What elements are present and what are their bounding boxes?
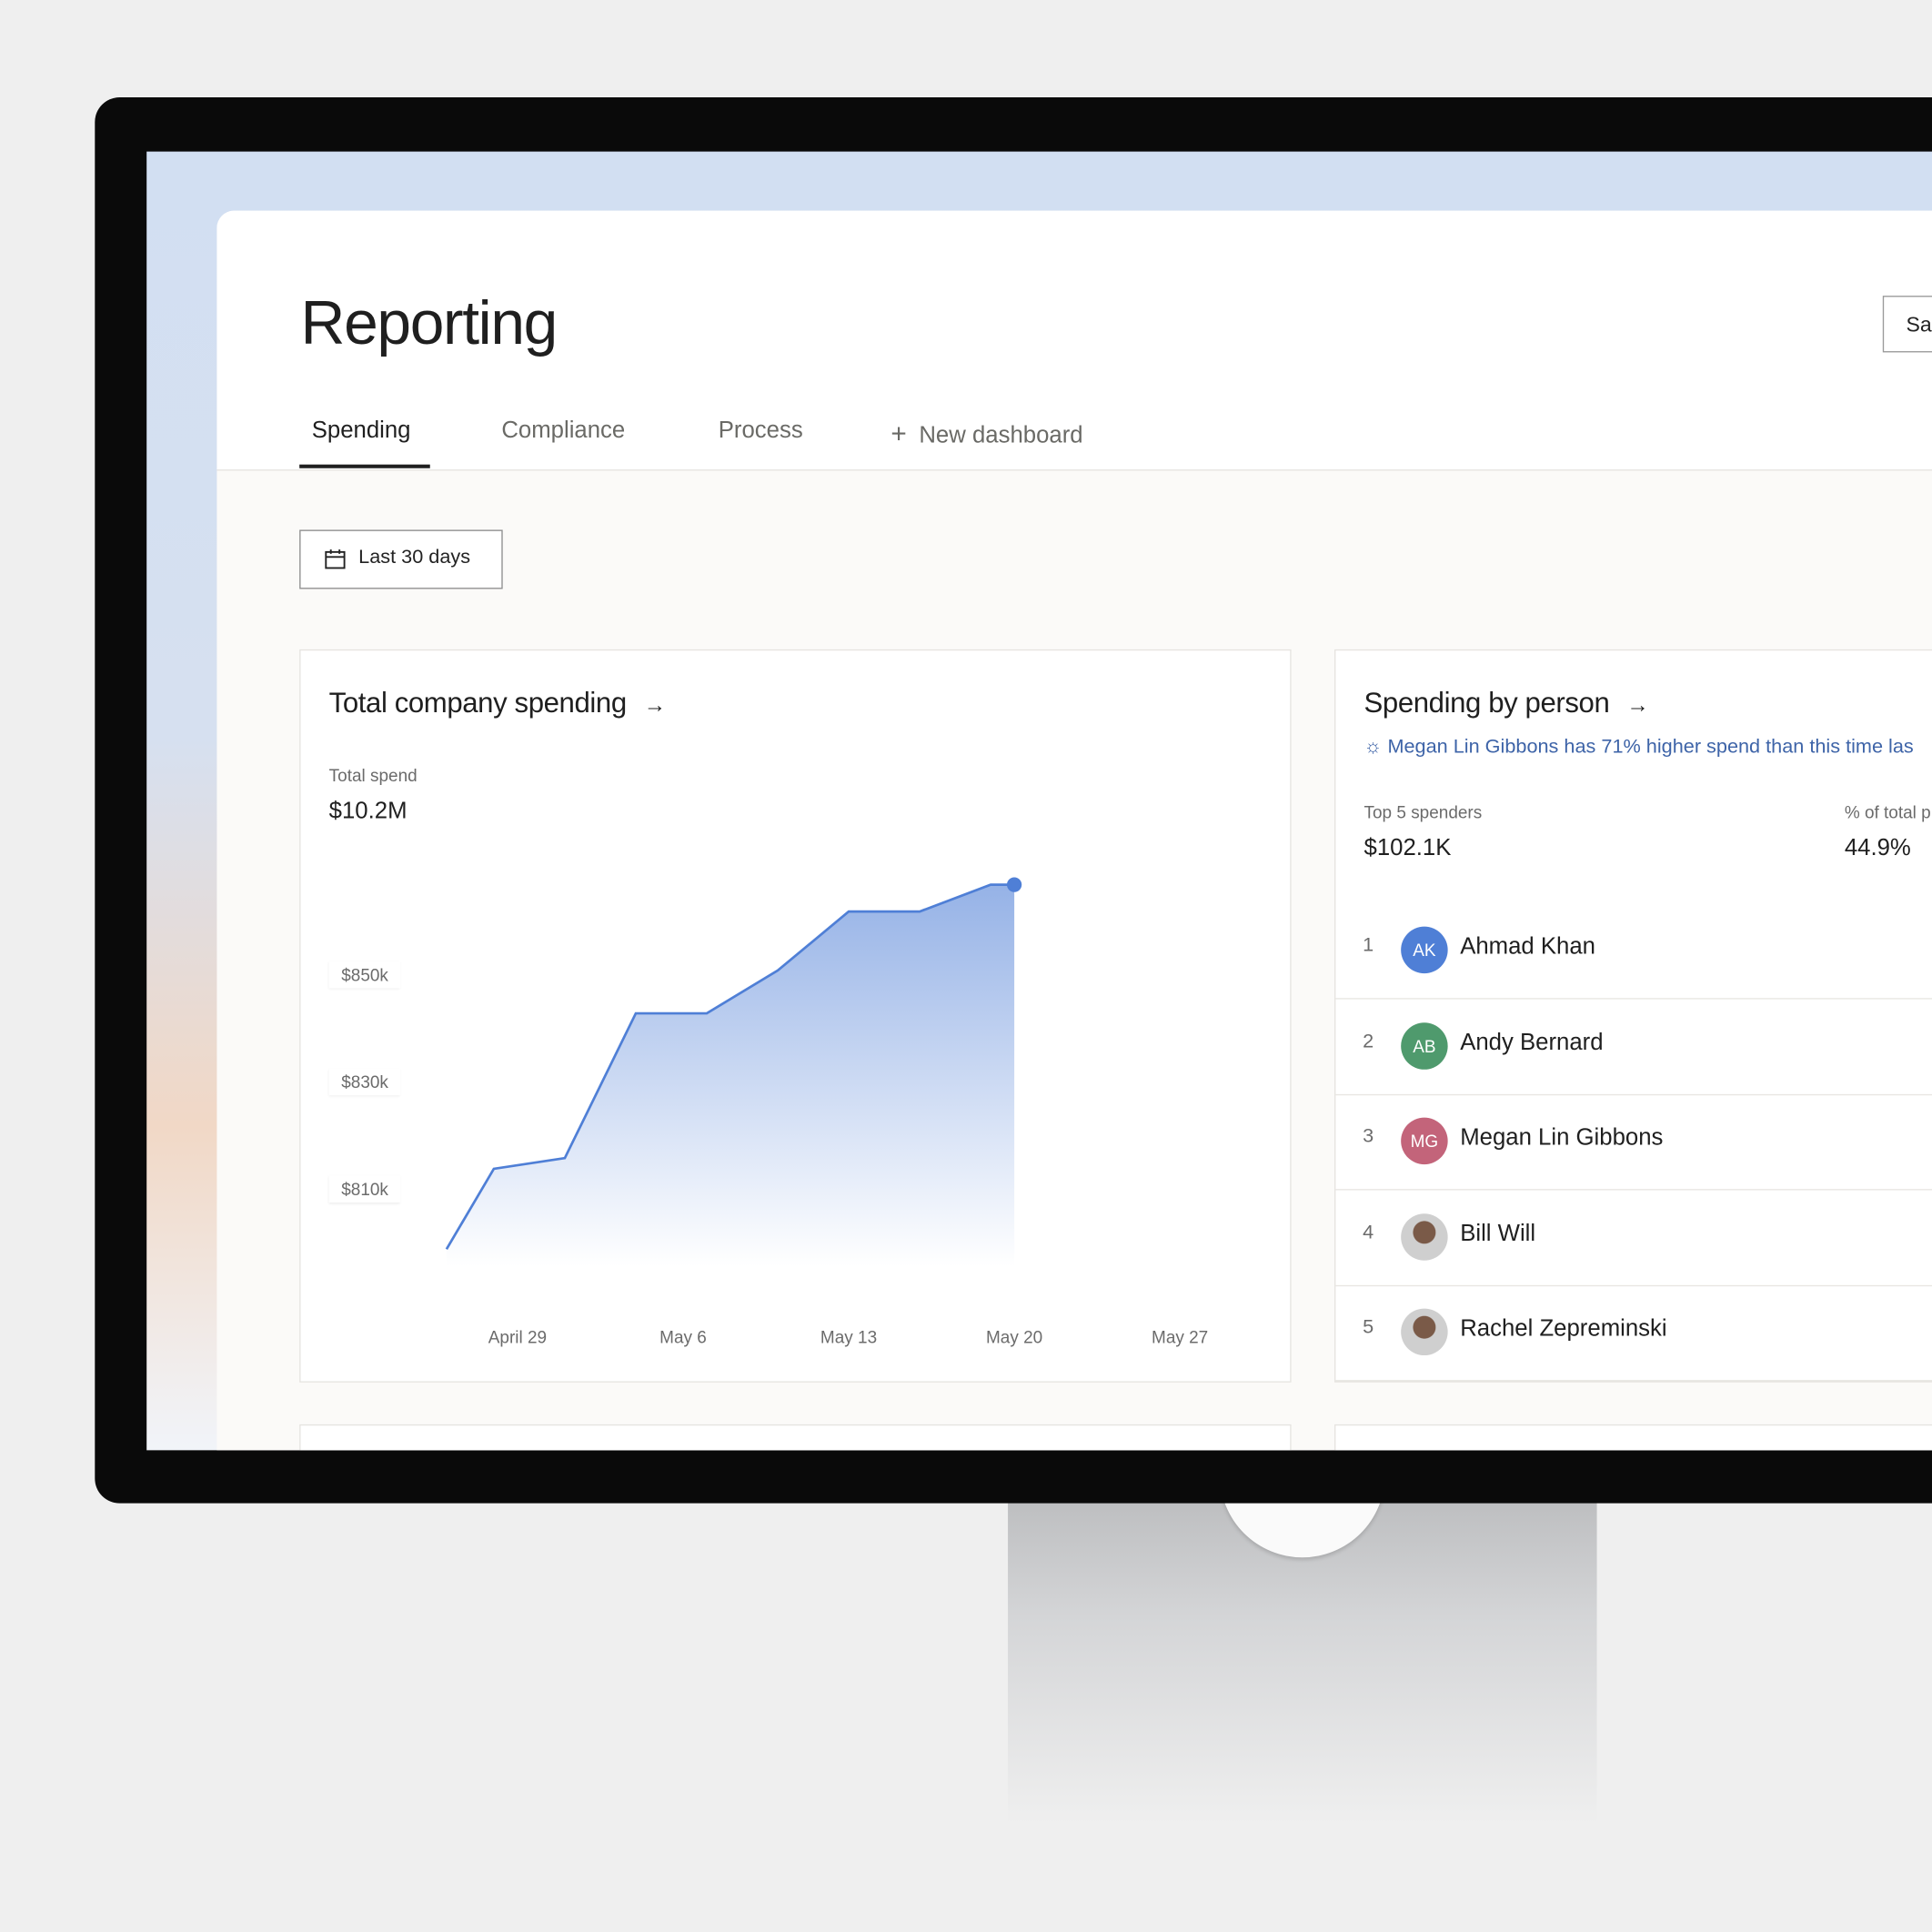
x-tick-label: May 13 (820, 1326, 878, 1347)
insight-text: ☼ Megan Lin Gibbons has 71% higher spend… (1364, 737, 1914, 759)
save-button[interactable]: Sa (1882, 296, 1932, 353)
pct-total-value: 44.9% (1844, 835, 1911, 861)
new-dashboard-label: New dashboard (919, 422, 1083, 449)
tab-new-dashboard[interactable]: + New dashboard (891, 418, 1082, 449)
rank-number: 1 (1363, 935, 1374, 957)
avatar (1401, 1308, 1448, 1356)
spender-row[interactable]: 5 Rachel Zepreminski (1335, 1285, 1932, 1382)
rank-number: 2 (1363, 1031, 1374, 1052)
spending-line (445, 883, 1015, 1251)
monitor-screen: Reporting Sa Spending Compliance Process… (146, 151, 1932, 1451)
card-title-text: Total company spending (328, 686, 627, 719)
data-point[interactable] (1006, 877, 1022, 892)
rank-number: 5 (1363, 1317, 1374, 1339)
total-spending-card: Total company spending → Total spend $10.… (299, 649, 1292, 1383)
rank-number: 3 (1363, 1126, 1374, 1148)
spender-row[interactable]: 1 AK Ahmad Khan (1335, 903, 1932, 1000)
x-tick-label: May 20 (985, 1326, 1043, 1347)
x-tick-label: May 27 (1152, 1326, 1209, 1347)
dashboard-card (299, 1424, 1292, 1451)
tab-process[interactable]: Process (718, 418, 803, 444)
avatar: MG (1401, 1117, 1448, 1165)
arrow-right-icon: → (643, 692, 666, 718)
plus-icon: + (891, 418, 907, 449)
date-range-label: Last 30 days (358, 547, 471, 569)
avatar: AK (1401, 926, 1448, 974)
page-title: Reporting (300, 287, 558, 357)
spending-area-chart (445, 877, 1022, 1267)
tab-compliance[interactable]: Compliance (501, 418, 626, 444)
person-name: Bill Will (1460, 1220, 1536, 1247)
rank-number: 4 (1363, 1222, 1374, 1243)
dashboard-card (1334, 1424, 1932, 1451)
tab-spending[interactable]: Spending (311, 418, 411, 444)
person-name: Ahmad Khan (1460, 933, 1596, 961)
spender-row[interactable]: 3 MG Megan Lin Gibbons (1335, 1094, 1932, 1191)
sparkle-icon: ☼ (1363, 737, 1383, 759)
page-header: Reporting Sa Spending Compliance Process… (216, 210, 1932, 471)
person-name: Rachel Zepreminski (1460, 1315, 1667, 1343)
spender-row[interactable]: 4 Bill Will (1335, 1190, 1932, 1286)
area-fill (446, 884, 1015, 1267)
person-name: Megan Lin Gibbons (1460, 1124, 1664, 1152)
insight-message: Megan Lin Gibbons has 71% higher spend t… (1387, 737, 1914, 759)
total-spend-label: Total spend (328, 765, 418, 785)
calendar-icon (325, 549, 346, 569)
card-title-text: Spending by person (1363, 686, 1610, 719)
date-range-button[interactable]: Last 30 days (299, 529, 503, 589)
person-name: Andy Bernard (1460, 1029, 1604, 1056)
spending-by-person-card: Spending by person → ☼ Megan Lin Gibbons … (1334, 649, 1932, 1383)
spending-by-person-title[interactable]: Spending by person → (1364, 687, 1649, 720)
x-tick-label: May 6 (659, 1326, 707, 1347)
top-spenders-label: Top 5 spenders (1363, 801, 1483, 822)
y-tick-label: $850k (328, 961, 401, 989)
top-spenders-value: $102.1K (1363, 835, 1452, 861)
avatar: AB (1401, 1021, 1448, 1070)
total-spend-value: $10.2M (328, 798, 408, 825)
spender-row[interactable]: 2 AB Andy Bernard (1335, 999, 1932, 1095)
app-window: Reporting Sa Spending Compliance Process… (216, 210, 1932, 1451)
arrow-right-icon: → (1626, 692, 1649, 718)
active-tab-indicator (299, 464, 430, 468)
y-tick-label: $810k (328, 1175, 401, 1203)
avatar (1401, 1213, 1448, 1261)
pct-total-label: % of total p (1844, 801, 1931, 822)
total-spending-title[interactable]: Total company spending → (329, 687, 666, 720)
x-tick-label: April 29 (488, 1326, 548, 1347)
y-tick-label: $830k (328, 1068, 401, 1096)
